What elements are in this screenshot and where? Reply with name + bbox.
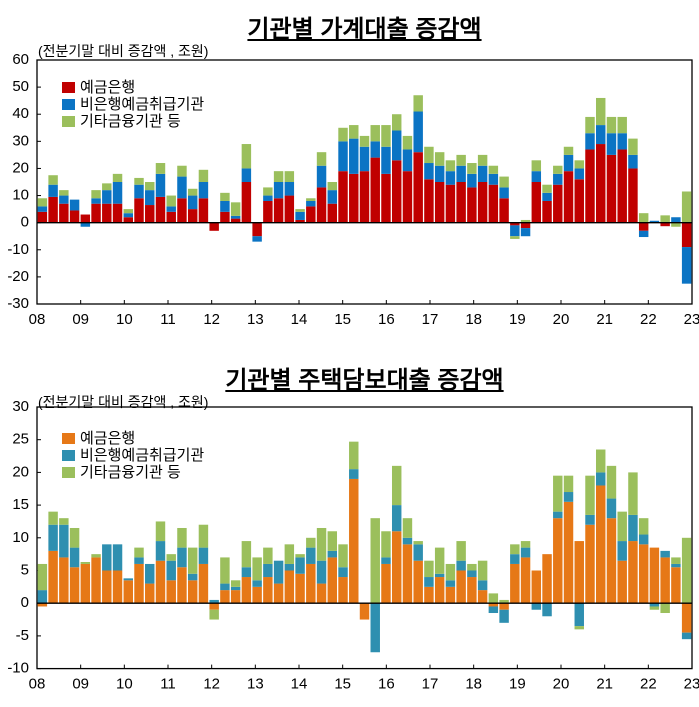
svg-text:09: 09 [72, 311, 89, 328]
svg-text:11: 11 [160, 311, 176, 328]
svg-text:21: 21 [596, 676, 613, 693]
svg-text:16: 16 [378, 311, 395, 328]
svg-text:17: 17 [422, 676, 439, 693]
svg-text:22: 22 [640, 311, 657, 328]
svg-text:-5: -5 [16, 627, 29, 644]
svg-text:30: 30 [12, 132, 29, 149]
svg-text:19: 19 [509, 676, 526, 693]
svg-text:-10: -10 [7, 660, 29, 677]
svg-text:40: 40 [12, 105, 29, 122]
svg-text:18: 18 [465, 311, 482, 328]
svg-text:23: 23 [684, 311, 699, 328]
svg-text:14: 14 [291, 676, 308, 693]
svg-text:14: 14 [291, 311, 308, 328]
svg-text:08: 08 [29, 311, 46, 328]
svg-text:13: 13 [247, 676, 264, 693]
svg-text:20: 20 [553, 676, 570, 693]
svg-text:09: 09 [72, 676, 89, 693]
svg-text:18: 18 [465, 676, 482, 693]
svg-text:-10: -10 [7, 241, 29, 258]
svg-text:0: 0 [21, 214, 29, 231]
svg-text:21: 21 [596, 311, 613, 328]
svg-text:11: 11 [160, 676, 176, 693]
svg-text:-20: -20 [7, 268, 29, 285]
svg-text:19: 19 [509, 311, 526, 328]
svg-text:12: 12 [203, 676, 220, 693]
svg-text:15: 15 [334, 676, 351, 693]
svg-text:0: 0 [21, 594, 29, 611]
svg-text:08: 08 [29, 676, 46, 693]
svg-text:50: 50 [12, 78, 29, 95]
svg-text:10: 10 [116, 311, 133, 328]
svg-text:10: 10 [12, 529, 29, 546]
svg-text:15: 15 [12, 496, 29, 513]
svg-text:10: 10 [116, 676, 133, 693]
svg-text:10: 10 [12, 187, 29, 204]
svg-text:17: 17 [422, 311, 439, 328]
svg-text:60: 60 [12, 51, 29, 68]
svg-text:13: 13 [247, 311, 264, 328]
svg-text:5: 5 [21, 562, 29, 579]
svg-text:30: 30 [12, 398, 29, 415]
svg-text:-30: -30 [7, 295, 29, 312]
svg-text:16: 16 [378, 676, 395, 693]
svg-text:23: 23 [684, 676, 699, 693]
svg-text:25: 25 [12, 431, 29, 448]
svg-text:20: 20 [553, 311, 570, 328]
svg-text:20: 20 [12, 159, 29, 176]
svg-text:15: 15 [334, 311, 351, 328]
svg-text:12: 12 [203, 311, 220, 328]
svg-text:20: 20 [12, 463, 29, 480]
svg-text:22: 22 [640, 676, 657, 693]
